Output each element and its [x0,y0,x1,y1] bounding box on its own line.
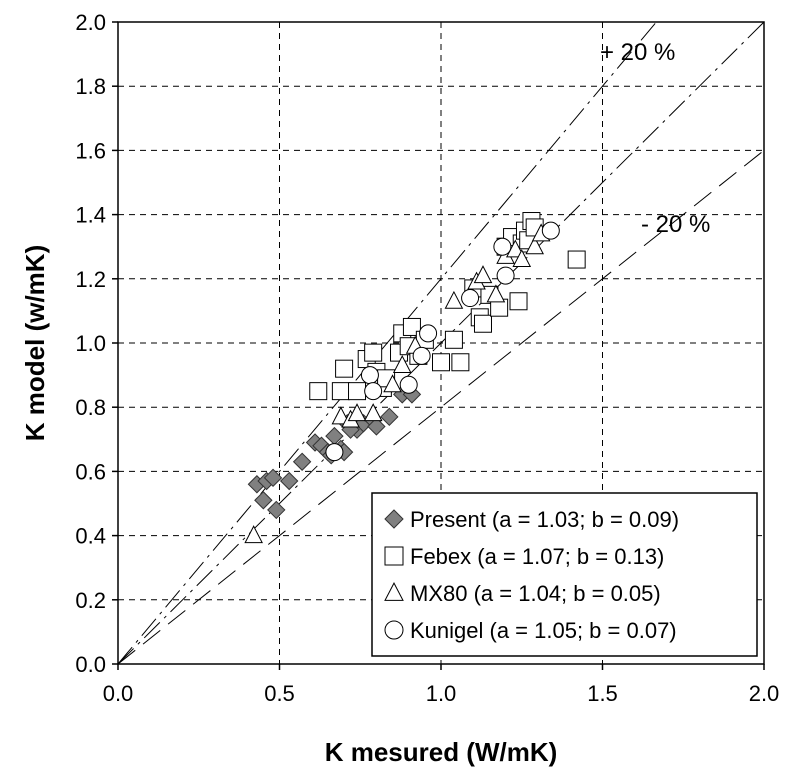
circle-data-point [419,324,438,343]
square-data-point [335,359,354,378]
y-tick-label: 0.0 [75,652,106,677]
circle-data-point [412,346,431,365]
square-data-point [567,250,586,269]
legend: Present (a = 1.03; b = 0.09) Febex (a = 1… [371,492,758,657]
triangle-data-point [331,406,351,425]
y-axis-title: K model (w/mK) [20,245,50,441]
y-tick-label: 0.4 [75,524,106,549]
y-tick-label: 1.0 [75,331,106,356]
diamond-data-point [380,407,399,427]
y-tick-label: 0.8 [75,395,106,420]
triangle-data-point [244,525,263,544]
square-data-point [331,382,350,401]
circle-data-point [541,221,560,240]
circle-data-point [364,382,383,401]
triangle-data-point [512,249,532,268]
circle-data-point [325,443,344,462]
annotation-label: + 20 % [600,39,675,66]
circle-data-point [493,237,512,256]
annotation-label: - 20 % [641,211,710,238]
legend-label: Present (a = 1.03; b = 0.09) [410,507,679,532]
diamond-data-point [263,468,283,488]
y-tick-label: 1.4 [75,203,106,228]
square-data-point [364,343,383,362]
legend-marker-square [384,546,404,566]
diamond-data-point [254,491,273,510]
diamond-data-point [292,452,312,471]
annotations: + 20 % - 20 % [600,39,710,238]
reference-lines [117,21,765,665]
y-tick-label: 0.2 [75,588,106,613]
reference-line [117,21,657,665]
square-data-point [509,292,528,311]
y-tick-label: 0.6 [75,459,106,484]
x-tick-label: 1.5 [587,681,618,706]
square-data-point [473,314,492,333]
reference-line [117,150,765,665]
triangle-data-point [486,284,506,303]
legend-marker-diamond [384,509,404,529]
circle-data-point [399,375,418,394]
square-data-point [444,330,463,349]
diamond-data-point [367,417,386,436]
triangle-data-point [347,403,367,422]
series-diamond [247,385,422,520]
square-data-point [309,382,328,401]
reference-line [117,21,765,665]
series-circle [325,221,560,462]
square-data-point [348,382,367,401]
square-data-point [451,353,470,372]
series-triangle [244,223,551,544]
triangle-data-point [444,290,464,309]
diamond-data-point [267,500,286,520]
legend-marker-circle [384,620,404,640]
triangle-data-point [363,403,383,422]
y-tick-label: 1.8 [75,74,106,99]
legend-box [371,492,758,657]
circle-data-point [461,289,480,308]
axis-ticks: 0.0 0.5 1.0 1.5 2.0 0.0 0.2 0.4 0.6 0.8 1.0 1.2 1.4 1… [75,10,779,706]
legend-label: Febex (a = 1.07; b = 0.13) [410,544,664,569]
diamond-data-point [279,471,299,491]
legend-label: MX80 (a = 1.04; b = 0.05) [410,581,661,606]
series-square [309,212,586,401]
x-tick-label: 1.0 [426,681,457,706]
circle-data-point [360,366,379,385]
y-tick-label: 1.6 [75,138,106,163]
x-tick-label: 0.0 [103,681,134,706]
x-axis-title: K mesured (W/mK) [325,737,558,767]
y-tick-label: 1.2 [75,267,106,292]
triangle-data-point [525,236,544,255]
x-tick-label: 2.0 [749,681,780,706]
circle-data-point [496,266,515,285]
triangle-data-point [392,355,412,373]
square-data-point [432,353,450,372]
legend-label: Kunigel (a = 1.05; b = 0.07) [410,618,677,643]
triangle-data-point [383,374,402,393]
data-points [244,212,586,544]
y-tick-label: 2.0 [75,10,106,35]
legend-marker-triangle [384,582,404,601]
x-tick-label: 0.5 [264,681,295,706]
triangle-data-point [473,265,493,284]
